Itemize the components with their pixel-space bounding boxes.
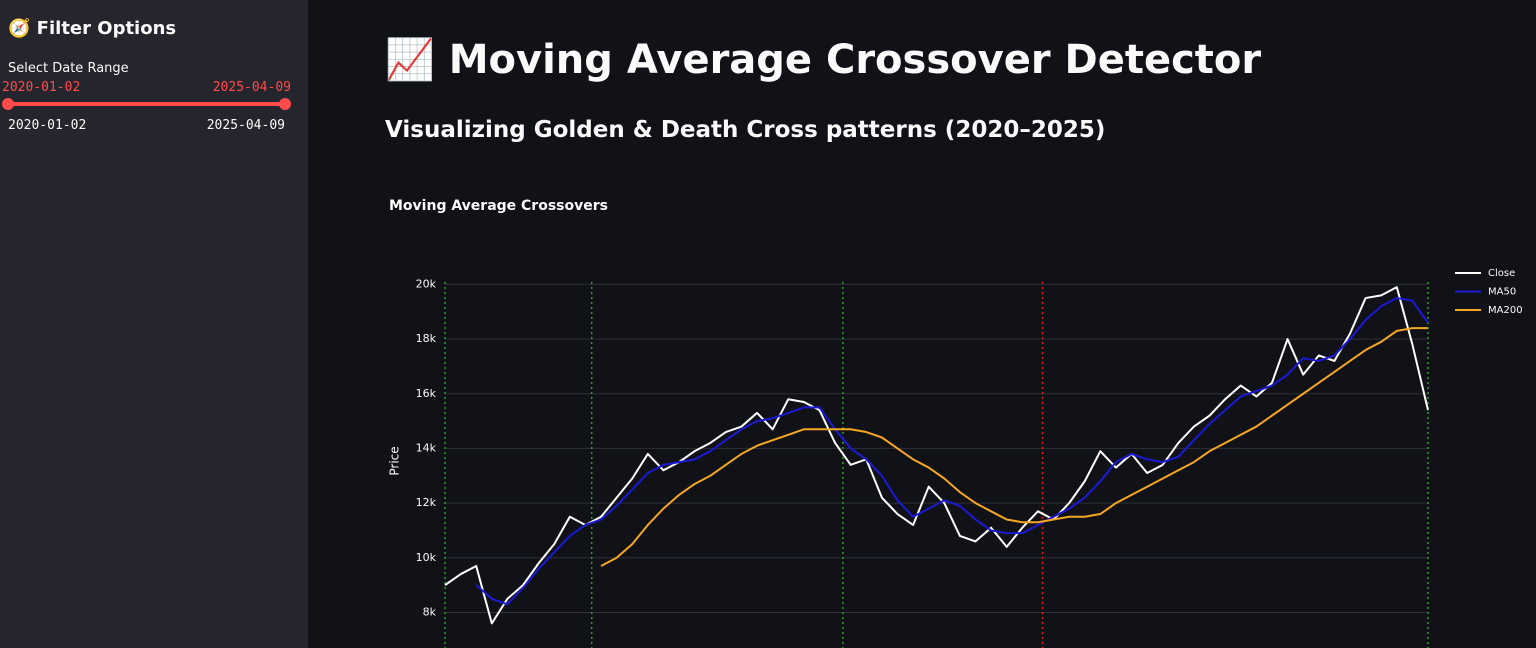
slider-start-value: 2020-01-02: [2, 80, 81, 95]
legend-label: MA200: [1488, 305, 1523, 316]
y-tick-label: 10k: [416, 551, 437, 564]
chart-title: Moving Average Crossovers: [389, 198, 608, 214]
slider-max: 2025-04-09: [206, 118, 285, 133]
y-axis-title: Price: [388, 446, 402, 475]
y-tick-label: 20k: [416, 277, 437, 290]
sidebar-title: 🧭 Filter Options: [8, 18, 177, 39]
y-tick-label: 12k: [416, 496, 437, 509]
sidebar: 🧭 Filter Options Select Date Range 2020-…: [0, 0, 308, 648]
page-subtitle: Visualizing Golden & Death Cross pattern…: [385, 117, 1106, 143]
slider-end-value: 2025-04-09: [212, 80, 291, 95]
slider-thumb-end[interactable]: [279, 98, 291, 110]
y-tick-label: 8k: [423, 605, 437, 618]
slider-min: 2020-01-02: [8, 118, 87, 133]
chart: Moving Average Crossovers Price 8k 10k 12k…: [388, 198, 1523, 648]
y-tick-label: 14k: [416, 441, 437, 454]
slider-thumb-start[interactable]: [2, 98, 14, 110]
series-line: [600, 327, 1428, 567]
page-title: 📈 Moving Average Crossover Detector: [385, 37, 1262, 83]
legend-label: MA50: [1488, 287, 1516, 298]
slider-label: Select Date Range: [8, 61, 129, 76]
slider-track: [8, 102, 285, 106]
series-line: [475, 297, 1429, 606]
y-tick-label: 16k: [416, 387, 437, 400]
legend-label: Close: [1488, 268, 1515, 279]
series-line: [444, 286, 1429, 625]
y-tick-label: 18k: [416, 332, 437, 345]
